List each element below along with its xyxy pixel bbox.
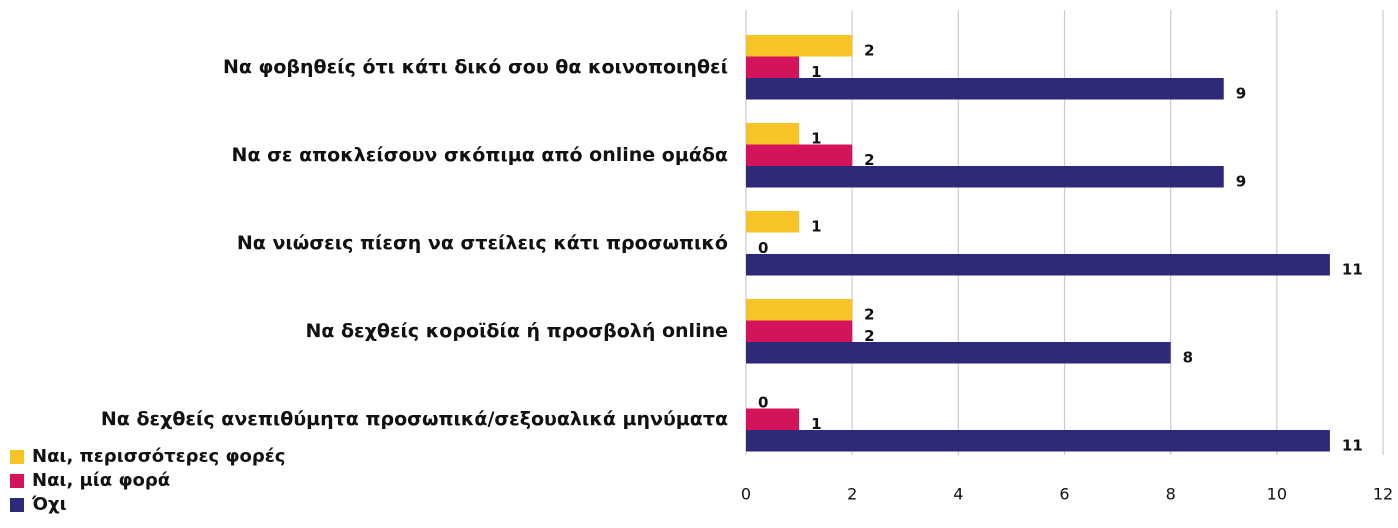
- value-label: 9: [1236, 85, 1246, 103]
- bar: [746, 342, 1171, 364]
- x-tick-label: 4: [953, 485, 963, 504]
- bar: [746, 166, 1224, 188]
- bar: [746, 211, 800, 233]
- value-label: 8: [1183, 349, 1193, 367]
- x-tick-label: 8: [1166, 485, 1176, 504]
- legend-swatch: [10, 498, 24, 512]
- bar: [746, 56, 800, 78]
- category-label: Να νιώσεις πίεση να στείλεις κάτι προσωπ…: [237, 232, 728, 254]
- value-label: 0: [758, 394, 768, 412]
- value-label: 1: [811, 130, 821, 148]
- value-label: 1: [811, 218, 821, 236]
- value-label: 1: [811, 63, 821, 81]
- value-label: 0: [758, 239, 768, 257]
- x-tick-label: 2: [847, 485, 857, 504]
- value-label: 11: [1342, 261, 1363, 279]
- bar: [746, 430, 1330, 452]
- bar: [746, 254, 1330, 276]
- category-label: Να δεχθείς ανεπιθύμητα προσωπικά/σεξουαλ…: [101, 408, 728, 430]
- legend-swatch: [10, 474, 24, 488]
- bar: [746, 144, 853, 166]
- value-label: 2: [864, 327, 874, 345]
- x-tick-label: 12: [1373, 485, 1393, 504]
- category-label: Να σε αποκλείσουν σκόπιμα από online ομά…: [232, 144, 728, 166]
- value-label: 9: [1236, 173, 1246, 191]
- bar: [746, 123, 800, 145]
- bar: [746, 408, 800, 430]
- value-label: 2: [864, 151, 874, 169]
- x-tick-label: 0: [741, 485, 751, 504]
- legend-label: Ναι, περισσότερες φορές: [32, 446, 285, 467]
- bar: [746, 35, 853, 57]
- legend-label: Ναι, μία φορά: [32, 470, 170, 491]
- x-tick-label: 6: [1059, 485, 1069, 504]
- bar: [746, 299, 853, 321]
- legend-label: Όχι: [31, 494, 67, 515]
- value-label: 11: [1342, 437, 1363, 455]
- value-label: 2: [864, 306, 874, 324]
- category-label: Να φοβηθείς ότι κάτι δικό σου θα κοινοπο…: [223, 56, 728, 78]
- x-tick-label: 10: [1267, 485, 1287, 504]
- bar: [746, 320, 853, 342]
- bar: [746, 78, 1224, 100]
- value-label: 2: [864, 42, 874, 60]
- value-label: 1: [811, 415, 821, 433]
- legend-swatch: [10, 450, 24, 464]
- category-label: Να δεχθείς κοροϊδία ή προσβολή online: [305, 320, 728, 342]
